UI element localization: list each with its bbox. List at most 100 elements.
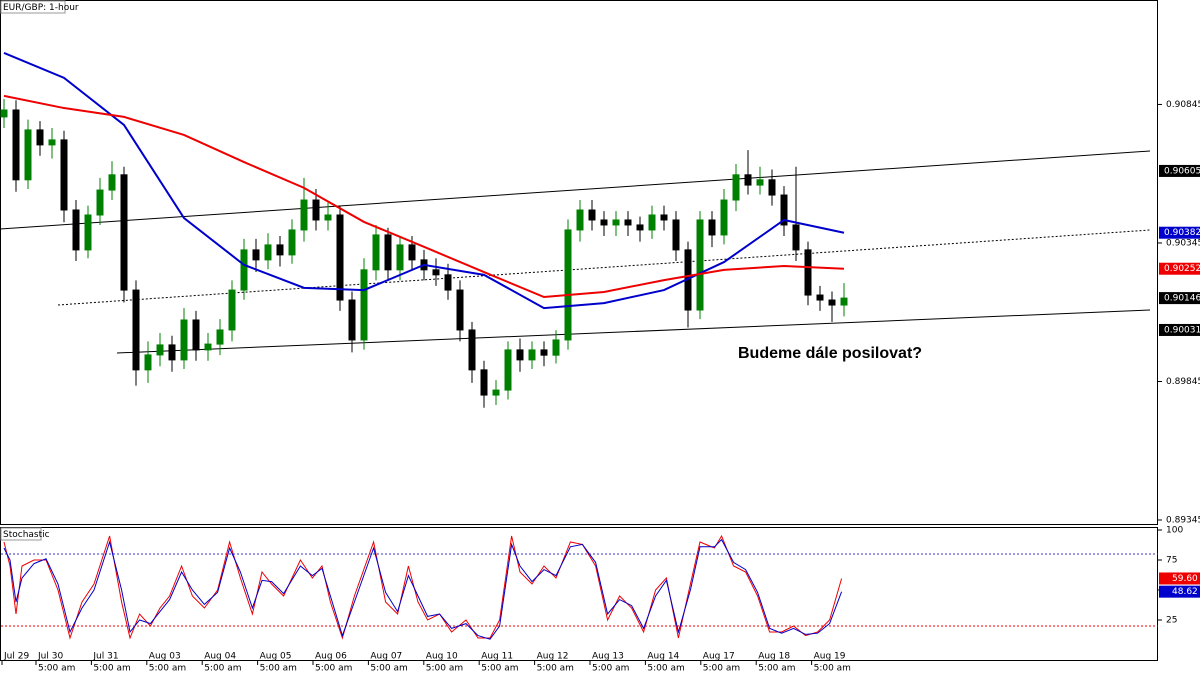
candle-body xyxy=(96,189,104,216)
price-marker xyxy=(1159,226,1200,239)
candle-body xyxy=(756,179,764,186)
candle-body xyxy=(372,234,380,271)
candle-body xyxy=(180,319,188,361)
y-tick-label: 0.90845 xyxy=(1166,100,1200,110)
candle-body xyxy=(576,209,584,231)
candle-body xyxy=(108,174,116,191)
x-tick-date: Aug 11 xyxy=(481,652,513,662)
x-tick-date: Aug 06 xyxy=(315,652,347,662)
x-tick-time: 5:00 am xyxy=(204,664,241,674)
x-tick-time: 5:00 am xyxy=(149,664,186,674)
candle-body xyxy=(708,219,716,236)
moving-average xyxy=(3,94,845,299)
x-tick-time: 5:00 am xyxy=(426,664,463,674)
x-tick-time: 5:00 am xyxy=(481,664,518,674)
candle-body xyxy=(168,344,176,361)
candle-body xyxy=(816,294,824,301)
x-tick-time: 5:00 am xyxy=(537,664,574,674)
candle-body xyxy=(432,269,440,276)
candle-body xyxy=(84,214,92,251)
x-tick-date: Aug 05 xyxy=(260,652,292,662)
candle-body xyxy=(240,249,248,291)
candle-body xyxy=(156,344,164,356)
candle-body xyxy=(444,274,452,291)
x-tick-time: 5:00 am xyxy=(370,664,407,674)
candle-body xyxy=(792,224,800,251)
candle-body xyxy=(192,319,200,351)
candle-body xyxy=(312,199,320,221)
candle-body xyxy=(276,244,284,256)
x-tick-date: Aug 12 xyxy=(537,652,569,662)
y-tick-label: 0.90345 xyxy=(1166,238,1200,248)
moving-average xyxy=(3,51,845,310)
x-tick-time: 5:00 am xyxy=(260,664,297,674)
indicator-title-box xyxy=(0,527,42,541)
x-tick-time: 5:00 am xyxy=(647,664,684,674)
y-tick-label: 0.89845 xyxy=(1166,377,1200,387)
price-marker xyxy=(1159,323,1200,336)
x-tick-date: Aug 07 xyxy=(370,652,402,662)
candle-body xyxy=(204,343,212,351)
x-tick-date: Aug 18 xyxy=(758,652,790,662)
candle-body xyxy=(552,339,560,356)
candle-body xyxy=(672,219,680,251)
candle-body xyxy=(24,129,32,181)
x-tick-time: 5:00 am xyxy=(758,664,795,674)
candle-body xyxy=(588,209,596,221)
candle-body xyxy=(48,139,56,146)
candle-body xyxy=(732,174,740,201)
main-panel-frame xyxy=(0,0,1158,525)
price-marker xyxy=(1159,262,1200,275)
x-tick-time: 5:00 am xyxy=(814,664,851,674)
candle-body xyxy=(648,214,656,231)
y-tick-label: 25 xyxy=(1166,616,1177,626)
x-tick-date: Jul 31 xyxy=(92,652,118,662)
stochastic-panel-frame xyxy=(0,527,1158,661)
value-marker-label: 59.60 xyxy=(1172,574,1198,584)
stochastic-line xyxy=(3,534,843,640)
value-marker xyxy=(1159,572,1200,585)
candle-body xyxy=(300,199,308,231)
candle-body xyxy=(600,219,608,226)
y-tick-label: 0.89345 xyxy=(1166,516,1200,526)
candle-body xyxy=(324,214,332,221)
candle-body xyxy=(384,234,392,271)
y-tick-label: 100 xyxy=(1166,526,1183,536)
candle-body xyxy=(360,269,368,341)
candle-body xyxy=(528,349,536,361)
candle-body xyxy=(840,297,848,306)
price-marker-label: 0.90382 xyxy=(1164,228,1200,238)
candle-body xyxy=(564,229,572,341)
value-marker xyxy=(1159,585,1200,598)
channel-top-line xyxy=(0,150,1151,230)
candle-body xyxy=(660,214,668,221)
price-marker-label: 0.90146 xyxy=(1164,294,1200,304)
channel-bottom-line xyxy=(116,309,1151,354)
annotation: Budeme dále posilovat? xyxy=(738,345,922,362)
candle-body xyxy=(612,219,620,226)
candle-body xyxy=(36,129,44,146)
indicator-title: Stochastic xyxy=(3,530,50,540)
candle-body xyxy=(132,289,140,371)
candle-body xyxy=(480,369,488,396)
price-marker-label: 0.90605 xyxy=(1164,166,1200,176)
candle-body xyxy=(288,229,296,256)
price-marker xyxy=(1159,164,1200,177)
candle-body xyxy=(144,354,152,371)
x-tick-date: Aug 19 xyxy=(814,652,846,662)
candle-body xyxy=(492,389,500,396)
x-tick-time: 5:00 am xyxy=(38,664,75,674)
candle-body xyxy=(804,249,812,296)
x-tick-date: Aug 03 xyxy=(149,652,181,662)
x-tick-time: 5:00 am xyxy=(703,664,740,674)
x-tick-date: Aug 13 xyxy=(592,652,624,662)
x-tick-time: 5:00 am xyxy=(93,664,130,674)
price-marker xyxy=(1159,292,1200,305)
x-tick-date: Aug 17 xyxy=(703,652,735,662)
price-marker-label: 0.90031 xyxy=(1164,325,1200,335)
candle-body xyxy=(0,109,8,118)
candle-body xyxy=(780,194,788,226)
x-tick-date: Aug 04 xyxy=(204,652,236,662)
